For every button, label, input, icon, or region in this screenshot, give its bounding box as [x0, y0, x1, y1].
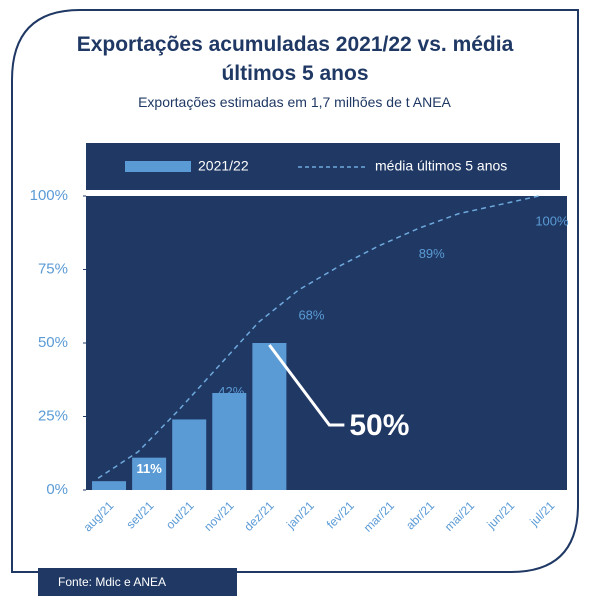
chart-title: Exportações acumuladas 2021/22 vs. média… [76, 33, 514, 85]
callout-line [268, 344, 345, 427]
x-tick-label: jul/21 [526, 498, 557, 529]
x-tick-label: jan/21 [283, 498, 317, 532]
bar [252, 343, 287, 490]
x-tick-label: dez/21 [241, 498, 277, 534]
data-label: 42% [218, 384, 244, 399]
bar [212, 392, 247, 490]
x-tick-label: out/21 [163, 498, 197, 532]
x-tick-label: set/21 [123, 498, 156, 531]
line [97, 195, 540, 479]
legend-label: 2021/22 [198, 158, 249, 174]
bar [172, 419, 207, 490]
legend-label: média últimos 5 anos [375, 158, 507, 174]
source: Fonte: Mdic e ANEA [38, 568, 237, 596]
y-tick-label: 100% [30, 187, 68, 204]
y-tick-label: 75% [38, 260, 68, 277]
data-label: 68% [298, 308, 324, 323]
y-tick-label: 0% [46, 481, 68, 498]
x-tick-label: nov/21 [201, 498, 237, 534]
y-tick-label: 25% [38, 407, 68, 424]
data-label: 11% [136, 461, 162, 476]
data-label: 100% [535, 213, 569, 228]
data-label: 50% [349, 409, 409, 442]
x-tick-label: abr/21 [403, 498, 437, 532]
x-tick-label: mar/21 [361, 498, 398, 535]
y-tick-label: 50% [38, 334, 68, 351]
bar [92, 481, 127, 490]
x-tick-label: aug/21 [81, 498, 117, 534]
legend-swatch [125, 161, 191, 172]
x-tick-label: fev/21 [324, 498, 357, 531]
frame [11, 9, 579, 573]
bar [132, 457, 167, 490]
x-tick-label: jun/21 [484, 498, 518, 532]
x-tick-label: mai/21 [442, 498, 478, 534]
chart-subtitle: Exportações estimadas em 1,7 milhões de … [138, 94, 451, 110]
data-label: 89% [419, 246, 445, 261]
plot-area [86, 196, 567, 490]
